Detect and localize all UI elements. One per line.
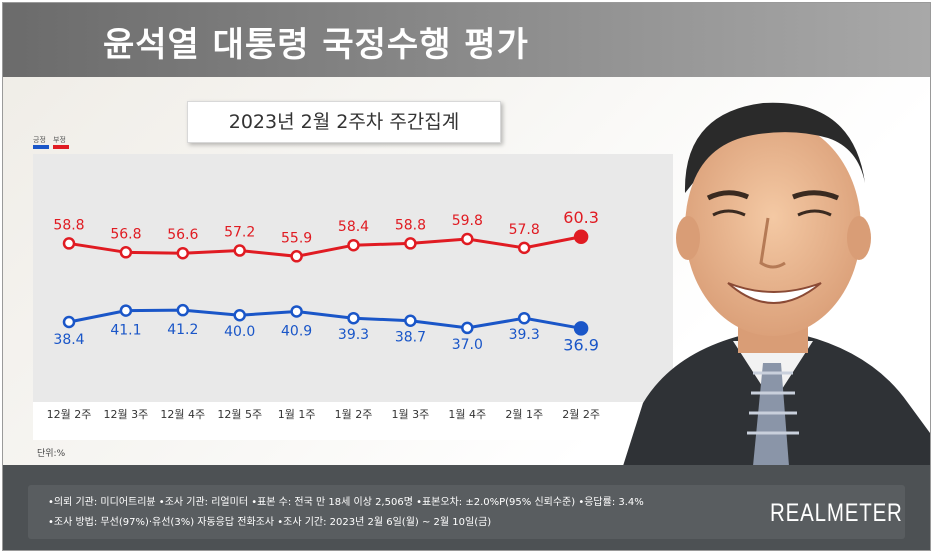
survey-note-2: •조사 방법: 무선(97%)·유선(3%) 자동응답 전화조사 •조사 기간:… bbox=[48, 517, 492, 528]
approve-series-line bbox=[68, 308, 582, 330]
x-tick-label: 2월 2주 bbox=[562, 408, 600, 421]
x-tick-label: 12월 2주 bbox=[47, 408, 92, 421]
footer-notes-box: •의뢰 기관: 미디어트리뷴 •조사 기관: 리얼미터 •표본 수: 전국 만 … bbox=[28, 485, 905, 539]
plot-area bbox=[33, 154, 673, 402]
unit-label: 단위:% bbox=[37, 449, 66, 459]
approve-value-label: 38.4 bbox=[53, 332, 84, 348]
subtitle-box: 2023년 2월 2주차 주간집계 bbox=[187, 101, 501, 143]
x-tick-label: 1월 1주 bbox=[278, 408, 316, 421]
disapprove-point bbox=[347, 238, 360, 252]
x-axis-band bbox=[33, 402, 673, 440]
x-tick-label: 12월 3주 bbox=[104, 408, 149, 421]
chart-subtitle: 2023년 2월 2주차 주간집계 bbox=[228, 111, 460, 133]
realmeter-logo: REALMETER bbox=[770, 499, 903, 527]
disapprove-series-line bbox=[68, 235, 582, 258]
disapprove-value-label: 55.9 bbox=[281, 230, 312, 246]
footer: •의뢰 기관: 미디어트리뷴 •조사 기관: 리얼미터 •표본 수: 전국 만 … bbox=[3, 465, 930, 550]
approve-point bbox=[290, 305, 303, 318]
approve-point bbox=[573, 321, 589, 336]
approve-point bbox=[62, 315, 76, 329]
approve-value-label: 41.2 bbox=[167, 322, 198, 338]
approve-value-label: 39.3 bbox=[509, 327, 540, 343]
page-title: 윤석열 대통령 국정수행 평가 bbox=[103, 25, 529, 65]
x-tick-label: 2월 1주 bbox=[505, 408, 543, 421]
disapprove-point bbox=[404, 237, 417, 250]
disapprove-value-label: 56.8 bbox=[110, 226, 141, 242]
approve-value-label: 36.9 bbox=[563, 335, 599, 354]
title-bar: 윤석열 대통령 국정수행 평가 bbox=[3, 3, 930, 77]
disapprove-value-label: 60.3 bbox=[563, 208, 599, 227]
x-tick-label: 1월 2주 bbox=[335, 408, 373, 421]
disapprove-point bbox=[517, 241, 531, 255]
disapprove-value-label: 57.2 bbox=[224, 225, 255, 241]
x-tick-label: 1월 3주 bbox=[392, 408, 430, 421]
legend-approve-swatch bbox=[33, 145, 49, 149]
disapprove-point bbox=[62, 237, 76, 250]
approve-value-label: 37.0 bbox=[452, 337, 483, 353]
approve-value-label: 40.9 bbox=[281, 323, 312, 339]
disapprove-value-label: 58.8 bbox=[53, 217, 84, 233]
disapprove-point bbox=[290, 250, 303, 263]
disapprove-point bbox=[573, 229, 589, 245]
x-tick-label: 12월 4주 bbox=[160, 408, 205, 421]
survey-note-1: •의뢰 기관: 미디어트리뷴 •조사 기관: 리얼미터 •표본 수: 전국 만 … bbox=[48, 497, 644, 508]
disapprove-point bbox=[461, 232, 474, 246]
disapprove-value-label: 58.4 bbox=[338, 219, 369, 235]
approve-value-label: 40.0 bbox=[224, 324, 255, 340]
president-portrait bbox=[623, 102, 930, 466]
approve-point bbox=[119, 304, 133, 317]
x-tick-label: 1월 4주 bbox=[448, 408, 486, 421]
legend-disapprove-swatch bbox=[53, 145, 69, 149]
approve-point bbox=[233, 308, 246, 322]
disapprove-point bbox=[176, 246, 190, 260]
approve-point bbox=[347, 311, 360, 325]
legend-approve-label: 긍정 bbox=[33, 136, 46, 144]
disapprove-value-label: 57.8 bbox=[509, 222, 540, 238]
legend-disapprove-label: 부정 bbox=[53, 136, 66, 144]
approve-point bbox=[517, 311, 531, 325]
approve-value-label: 38.7 bbox=[395, 330, 426, 346]
approve-point bbox=[461, 321, 474, 335]
approve-value-label: 41.1 bbox=[110, 323, 141, 339]
approve-value-label: 39.3 bbox=[338, 327, 369, 343]
approve-point bbox=[404, 314, 417, 327]
disapprove-value-label: 56.6 bbox=[167, 227, 198, 243]
disapprove-point bbox=[233, 244, 246, 257]
disapprove-value-label: 58.8 bbox=[395, 217, 426, 233]
approve-point bbox=[176, 303, 190, 317]
disapprove-value-label: 59.8 bbox=[452, 213, 483, 229]
disapprove-point bbox=[119, 246, 133, 259]
x-tick-label: 12월 5주 bbox=[217, 408, 262, 421]
